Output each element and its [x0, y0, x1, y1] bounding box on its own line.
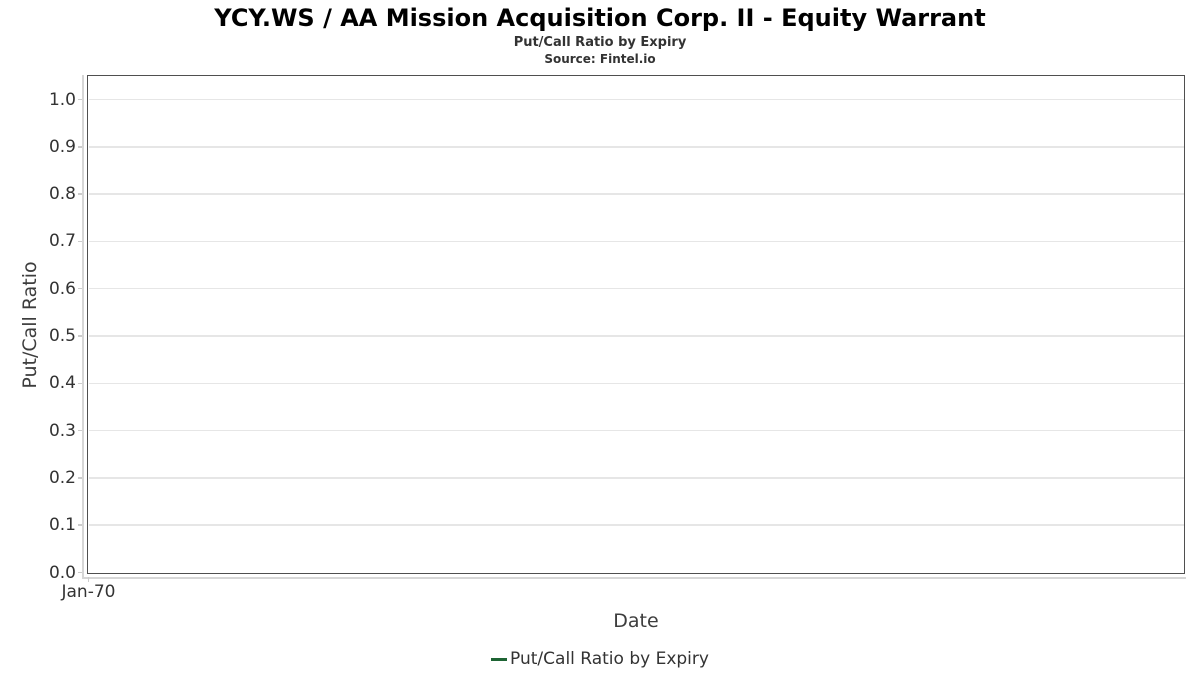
y-gridline — [88, 240, 1184, 243]
plot-area — [87, 75, 1185, 574]
y-tick-label: 1.0 — [48, 89, 76, 110]
y-tick — [78, 98, 83, 101]
y-tick — [78, 335, 83, 337]
y-gridline — [88, 193, 1184, 195]
y-tick — [78, 193, 83, 195]
legend-item[interactable]: Put/Call Ratio by Expiry — [491, 648, 709, 670]
y-tick-label: 0.7 — [48, 231, 76, 252]
y-tick — [78, 240, 83, 243]
y-tick — [78, 429, 83, 432]
x-axis-line — [82, 577, 1186, 579]
y-gridline — [88, 146, 1184, 148]
y-gridline — [88, 287, 1184, 290]
y-gridline — [88, 382, 1184, 385]
y-tick-label: 0.1 — [48, 515, 76, 536]
y-tick-label: 0.3 — [48, 420, 76, 441]
y-gridline — [88, 335, 1184, 337]
x-axis-title: Date — [613, 610, 659, 632]
y-tick-label: 0.9 — [48, 136, 76, 157]
y-tick-label: 0.2 — [48, 467, 76, 488]
y-tick-label: 0.6 — [48, 278, 76, 299]
y-axis-title: Put/Call Ratio — [19, 261, 41, 389]
y-gridline — [88, 98, 1184, 101]
y-tick — [78, 571, 83, 574]
y-gridline — [88, 524, 1184, 526]
legend: Put/Call Ratio by Expiry — [0, 647, 1200, 671]
y-tick — [78, 382, 83, 385]
y-tick-label: 0.5 — [48, 326, 76, 346]
y-gridline — [88, 477, 1184, 479]
x-tick-label: Jan-70 — [61, 582, 116, 602]
y-tick — [78, 287, 83, 290]
series-line-marker-icon — [491, 657, 508, 661]
chart-subtitle: Put/Call Ratio by Expiry — [513, 35, 687, 50]
y-gridline — [88, 429, 1184, 432]
y-tick-label: 0.8 — [48, 184, 76, 205]
y-tick — [78, 146, 83, 148]
y-tick-label: 0.0 — [48, 562, 76, 583]
y-axis-line — [82, 75, 84, 579]
legend-label: Put/Call Ratio by Expiry — [510, 649, 709, 669]
chart-title: YCY.WS / AA Mission Acquisition Corp. II… — [214, 4, 986, 32]
y-tick — [78, 524, 83, 526]
x-tick — [87, 577, 90, 582]
y-tick-label: 0.4 — [48, 373, 76, 394]
chart-source: Source: Fintel.io — [544, 52, 656, 66]
y-tick — [78, 477, 83, 479]
